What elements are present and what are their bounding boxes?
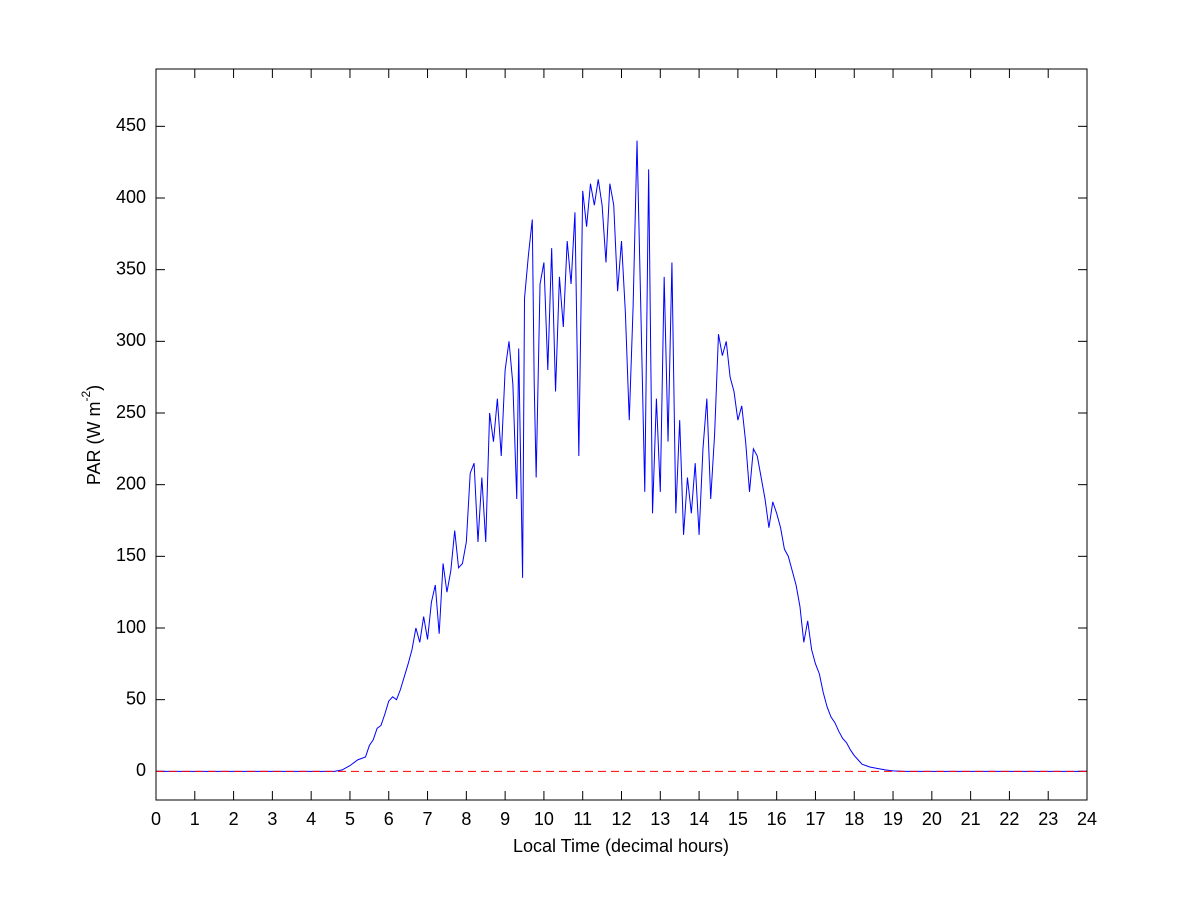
y-tick-label: 300 [116, 330, 146, 350]
y-tick-label: 150 [116, 545, 146, 565]
y-label-end: ) [84, 385, 104, 391]
data-line [156, 140, 1087, 772]
y-label-sup: -2 [79, 391, 93, 402]
y-label-main: PAR (W m [84, 402, 104, 486]
x-tick-label: 23 [1038, 809, 1058, 829]
x-tick-label: 16 [767, 809, 787, 829]
x-tick-label: 0 [151, 809, 161, 829]
x-axis-label: Local Time (decimal hours) [513, 836, 729, 856]
y-tick-label: 0 [136, 760, 146, 780]
x-tick-label: 18 [844, 809, 864, 829]
y-axis-label: PAR (W m-2) [79, 385, 104, 485]
y-tick-label: 450 [116, 115, 146, 135]
x-tick-label: 3 [267, 809, 277, 829]
x-tick-label: 15 [728, 809, 748, 829]
x-tick-label: 9 [500, 809, 510, 829]
x-tick-label: 1 [190, 809, 200, 829]
x-tick-label: 2 [229, 809, 239, 829]
y-tick-label: 50 [126, 688, 146, 708]
x-tick-label: 11 [573, 809, 592, 829]
x-tick-label: 8 [461, 809, 471, 829]
y-tick-label: 250 [116, 402, 146, 422]
x-tick-label: 6 [384, 809, 394, 829]
x-tick-label: 17 [805, 809, 825, 829]
plot-frame [155, 68, 1088, 801]
x-tick-label: 12 [611, 809, 631, 829]
x-tick-label: 14 [689, 809, 709, 829]
x-tick-label: 21 [961, 809, 981, 829]
x-tick-label: 4 [306, 809, 316, 829]
x-tick-label: 5 [345, 809, 355, 829]
x-tick-label: 20 [922, 809, 942, 829]
x-tick-label: 7 [423, 809, 433, 829]
x-tick-label: 24 [1077, 809, 1097, 829]
x-tick-label: 19 [883, 809, 903, 829]
y-tick-label: 400 [116, 187, 146, 207]
y-tick-label: 200 [116, 473, 146, 493]
y-tick-label: 100 [116, 617, 146, 637]
y-tick-label: 350 [116, 258, 146, 278]
x-tick-label: 22 [999, 809, 1019, 829]
x-tick-label: 13 [650, 809, 670, 829]
x-tick-label: 10 [534, 809, 554, 829]
